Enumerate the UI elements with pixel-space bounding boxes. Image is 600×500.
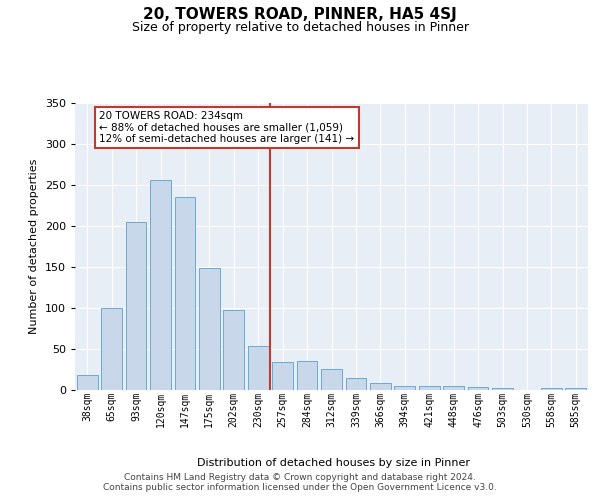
Bar <box>296 361 317 390</box>
Y-axis label: Number of detached properties: Number of detached properties <box>29 158 39 334</box>
Bar <box>467 386 488 390</box>
Text: Distribution of detached houses by size in Pinner: Distribution of detached houses by size … <box>197 458 470 468</box>
Bar <box>565 388 586 390</box>
Bar <box>150 180 171 390</box>
Bar <box>419 386 440 390</box>
Bar <box>175 197 196 390</box>
Bar <box>248 346 269 390</box>
Bar <box>346 378 367 390</box>
Bar <box>125 222 146 390</box>
Bar <box>101 308 122 390</box>
Bar <box>223 310 244 390</box>
Text: 20 TOWERS ROAD: 234sqm
← 88% of detached houses are smaller (1,059)
12% of semi-: 20 TOWERS ROAD: 234sqm ← 88% of detached… <box>100 110 355 144</box>
Bar <box>443 386 464 390</box>
Text: Size of property relative to detached houses in Pinner: Size of property relative to detached ho… <box>131 21 469 34</box>
Bar <box>77 375 98 390</box>
Bar <box>370 384 391 390</box>
Bar <box>541 388 562 390</box>
Bar <box>321 370 342 390</box>
Text: 20, TOWERS ROAD, PINNER, HA5 4SJ: 20, TOWERS ROAD, PINNER, HA5 4SJ <box>143 8 457 22</box>
Bar <box>394 386 415 390</box>
Text: Contains HM Land Registry data © Crown copyright and database right 2024.
Contai: Contains HM Land Registry data © Crown c… <box>103 473 497 492</box>
Bar <box>272 362 293 390</box>
Bar <box>199 268 220 390</box>
Bar <box>492 388 513 390</box>
